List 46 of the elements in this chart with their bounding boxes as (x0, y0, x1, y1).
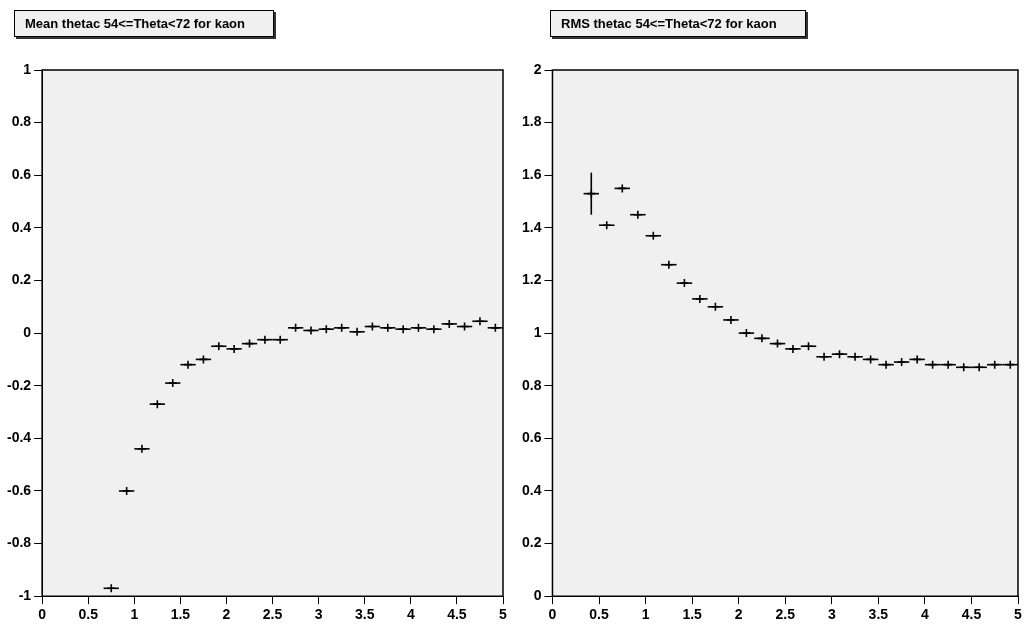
y-tick-label: 0 (23, 323, 32, 340)
chart-title: Mean thetac 54<=Theta<72 for kaon (14, 10, 275, 37)
x-tick-label: 4.5 (447, 606, 467, 623)
x-tick-label: 4 (920, 606, 929, 623)
y-tick-label: 0.8 (521, 376, 542, 393)
y-tick-label: 1.8 (521, 113, 542, 130)
x-tick-label: 3.5 (355, 606, 375, 623)
x-tick-label: 3 (314, 606, 323, 623)
x-tick-label: 5 (499, 606, 508, 623)
x-tick-label: 2 (734, 606, 743, 623)
x-tick-label: 3.5 (868, 606, 889, 623)
y-tick-label: 0 (533, 587, 542, 604)
y-tick-label: -0.6 (7, 481, 32, 498)
x-tick-label: 5 (1014, 606, 1023, 623)
y-tick-label: 0.4 (11, 218, 32, 235)
x-tick-label: 1.5 (170, 606, 191, 623)
y-tick-label: 1.4 (521, 218, 542, 235)
y-tick-label: 1.6 (521, 166, 542, 183)
x-tick-label: 4.5 (961, 606, 982, 623)
y-tick-label: 0.6 (521, 429, 542, 446)
y-tick-label: 2 (533, 60, 542, 77)
y-tick-label: -0.8 (7, 534, 32, 551)
x-tick-label: 0.5 (589, 606, 609, 623)
y-tick-label: 0.6 (11, 166, 32, 183)
x-tick-label: 2.5 (775, 606, 796, 623)
y-tick-label: -1 (18, 587, 32, 604)
x-tick-label: 2 (222, 606, 231, 623)
y-tick-label: 0.4 (521, 481, 542, 498)
y-tick-label: 1 (533, 323, 542, 340)
x-tick-label: 2.5 (262, 606, 283, 623)
y-tick-label: 1.2 (521, 271, 542, 288)
y-tick-label: -0.4 (7, 429, 32, 446)
x-tick-label: 0 (38, 606, 47, 623)
y-tick-label: 0.8 (11, 113, 32, 130)
x-tick-label: 1 (641, 606, 650, 623)
x-tick-label: 4 (406, 606, 415, 623)
chart-title: RMS thetac 54<=Theta<72 for kaon (550, 10, 806, 37)
x-tick-label: 1 (130, 606, 139, 623)
x-tick-label: 0 (548, 606, 557, 623)
x-tick-label: 0.5 (78, 606, 99, 623)
x-tick-label: 1.5 (682, 606, 703, 623)
x-tick-label: 3 (827, 606, 836, 623)
y-tick-label: 0.2 (521, 534, 542, 551)
y-tick-label: 0.2 (11, 271, 32, 288)
y-tick-label: -0.2 (7, 376, 32, 393)
y-tick-label: 1 (23, 60, 32, 77)
